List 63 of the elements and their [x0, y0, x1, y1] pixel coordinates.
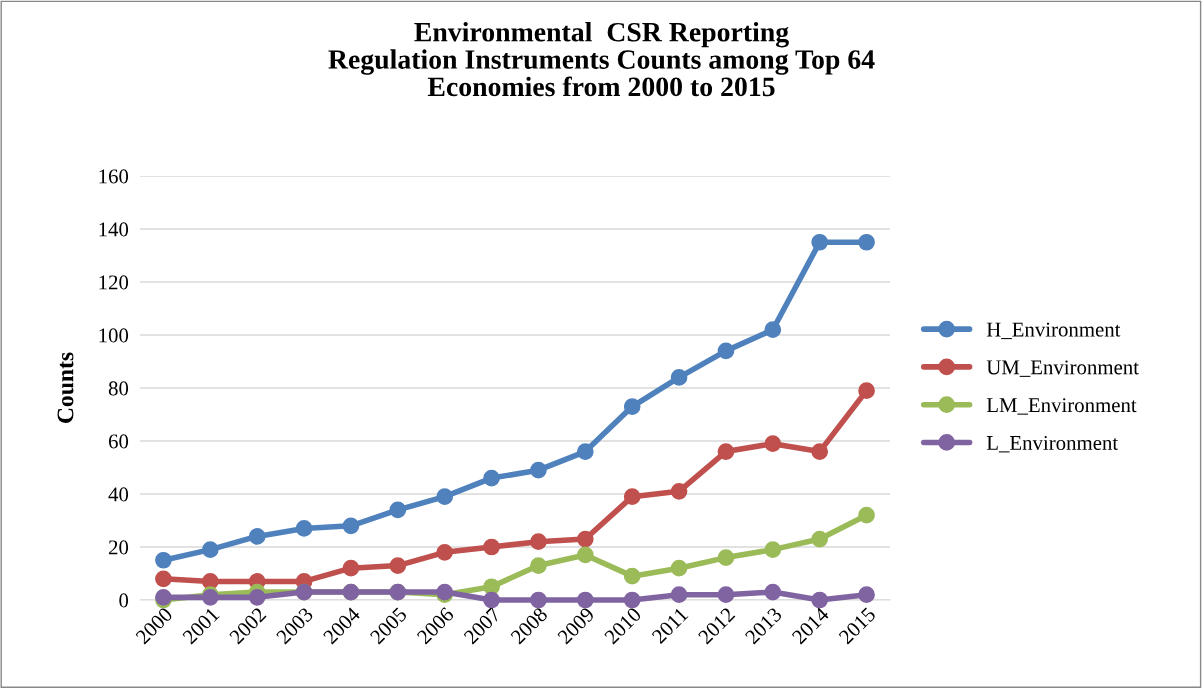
point: [670, 586, 688, 604]
y-tick-label: 60: [108, 434, 129, 449]
point: [670, 559, 688, 577]
point: [717, 549, 735, 566]
y-tick-label: 40: [108, 487, 129, 502]
y-axis-title: Counts: [57, 352, 74, 423]
point: [248, 589, 266, 606]
point: [295, 520, 313, 537]
point: [717, 586, 735, 604]
point: [436, 543, 454, 561]
point: [764, 541, 782, 558]
y-tick-label: 80: [108, 381, 129, 396]
legend-label: H_Environment: [986, 322, 1121, 340]
point: [670, 483, 688, 500]
point: [717, 342, 735, 360]
point: [811, 443, 829, 460]
y-tick-label: 20: [108, 540, 129, 555]
point: [858, 382, 875, 399]
point: [623, 398, 641, 415]
point: [342, 517, 360, 535]
point: [483, 538, 500, 556]
point: [389, 557, 407, 574]
point: [858, 233, 875, 251]
point: [764, 435, 782, 452]
point: [811, 530, 829, 548]
point: [530, 557, 547, 574]
point: [155, 570, 172, 588]
point: [858, 586, 875, 604]
point: [576, 591, 594, 609]
point: [483, 591, 500, 609]
x-tick-label: 2011: [651, 606, 689, 645]
point: [811, 591, 829, 609]
point: [576, 546, 594, 564]
y-tick-label: 140: [99, 222, 129, 237]
chart-title: Environmental CSR Reporting Regulation Instruments Counts among Top 64 Economies from 2000 to 2015: [328, 22, 875, 97]
point: [436, 488, 454, 505]
point: [764, 583, 782, 601]
point: [576, 530, 594, 548]
y-tick-label: 0: [119, 593, 129, 608]
legend-label: L_Environment: [986, 435, 1119, 453]
point: [483, 469, 500, 487]
point: [717, 443, 735, 460]
legend-label: LM_Environment: [986, 398, 1137, 415]
y-tick-label: 100: [99, 328, 129, 343]
point: [764, 321, 782, 339]
y-tick-label: 160: [99, 169, 129, 184]
point: [576, 443, 594, 460]
y-tick-label: 120: [99, 275, 129, 290]
point: [623, 591, 641, 609]
legend-label: UM_Environment: [986, 360, 1139, 377]
point: [530, 461, 547, 479]
point: [389, 501, 407, 519]
point: [670, 369, 688, 386]
point: [811, 233, 829, 251]
point: [623, 488, 641, 505]
point: [155, 551, 172, 569]
point: [530, 591, 547, 609]
point: [201, 541, 219, 558]
point: [342, 559, 360, 577]
point: [530, 533, 547, 551]
point: [623, 567, 641, 585]
point: [858, 506, 875, 524]
point: [248, 528, 266, 545]
